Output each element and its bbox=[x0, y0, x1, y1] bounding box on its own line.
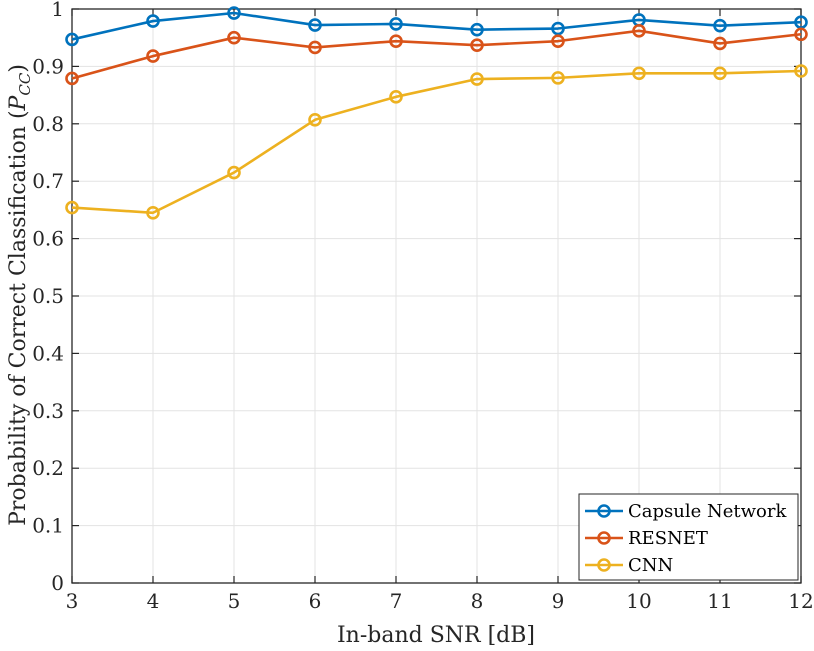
x-tick-label: 9 bbox=[552, 589, 565, 613]
legend-marker bbox=[597, 531, 611, 545]
data-point-cnn bbox=[146, 205, 160, 220]
x-tick-label: 4 bbox=[147, 589, 160, 613]
y-axis-label-var: P bbox=[6, 94, 31, 111]
y-tick-label: 0.7 bbox=[32, 169, 64, 193]
series-cnn bbox=[65, 64, 808, 220]
x-tick-label: 6 bbox=[309, 589, 322, 613]
y-axis-label-close: ) bbox=[6, 64, 31, 73]
x-tick-label: 8 bbox=[471, 589, 484, 613]
data-point-cnn bbox=[227, 165, 241, 180]
data-point-capsule-network bbox=[65, 32, 79, 47]
data-point-cnn bbox=[794, 64, 808, 78]
x-tick-label: 12 bbox=[788, 589, 813, 613]
data-point-resnet bbox=[389, 34, 403, 48]
legend-label: Capsule Network bbox=[628, 501, 787, 522]
data-point-resnet bbox=[227, 30, 241, 45]
data-point-resnet bbox=[551, 34, 565, 48]
series-line-resnet bbox=[71, 29, 802, 80]
y-tick-label: 0.2 bbox=[32, 456, 64, 480]
data-point-capsule-network bbox=[713, 18, 727, 33]
series-group bbox=[65, 6, 808, 220]
data-point-resnet bbox=[632, 24, 646, 38]
x-tick-label: 10 bbox=[626, 589, 651, 613]
y-tick-label: 0.1 bbox=[32, 514, 64, 538]
y-tick-label: 0.4 bbox=[32, 341, 64, 365]
y-tick-label: 0.8 bbox=[32, 112, 64, 136]
y-tick-label: 0.6 bbox=[32, 227, 64, 251]
data-point-resnet bbox=[794, 27, 808, 42]
series-line-cnn bbox=[71, 69, 802, 215]
legend: Capsule Network RESNET CNN bbox=[578, 493, 799, 581]
y-tick-label: 0.9 bbox=[32, 54, 64, 78]
data-point-cnn bbox=[389, 90, 403, 104]
y-tick-label: 0.5 bbox=[32, 284, 64, 308]
x-axis-label: In-band SNR [dB] bbox=[337, 623, 535, 648]
data-point-capsule-network bbox=[308, 18, 322, 32]
data-point-capsule-network bbox=[389, 17, 403, 31]
data-point-resnet bbox=[713, 36, 727, 51]
legend-label: RESNET bbox=[628, 528, 708, 549]
legend-entry: CNN bbox=[585, 555, 673, 576]
data-point-cnn bbox=[470, 72, 484, 86]
data-point-resnet bbox=[146, 49, 160, 63]
data-point-capsule-network bbox=[146, 14, 160, 28]
axis-ticks: 3 4 5 6 7 8 9 10 11 12 0 0.1 0.2 0.3 0.4 0.5 0.6 0.7 0.8 0.… bbox=[32, 0, 814, 613]
legend-marker bbox=[597, 558, 611, 572]
data-point-capsule-network bbox=[227, 6, 241, 20]
legend-label: CNN bbox=[628, 555, 673, 576]
series-resnet bbox=[65, 24, 808, 86]
data-point-cnn bbox=[308, 112, 322, 127]
y-tick-label: 1 bbox=[51, 0, 64, 21]
data-point-resnet bbox=[470, 38, 484, 52]
y-axis-label: Probability of Correct Classification (P… bbox=[6, 64, 34, 526]
data-point-cnn bbox=[551, 71, 565, 85]
legend-marker bbox=[597, 504, 611, 518]
data-point-cnn bbox=[713, 66, 727, 81]
y-tick-label: 0.3 bbox=[32, 399, 64, 423]
data-point-cnn bbox=[65, 200, 79, 215]
y-tick-label: 0 bbox=[51, 571, 64, 595]
x-tick-label: 7 bbox=[390, 589, 403, 613]
x-tick-label: 11 bbox=[707, 589, 732, 613]
data-point-resnet bbox=[308, 40, 322, 55]
legend-entry: Capsule Network bbox=[585, 501, 787, 522]
data-point-capsule-network bbox=[551, 21, 565, 36]
data-point-cnn bbox=[632, 66, 646, 81]
legend-entry: RESNET bbox=[585, 528, 708, 549]
data-point-resnet bbox=[65, 71, 79, 86]
x-tick-label: 3 bbox=[66, 589, 79, 613]
x-tick-label: 5 bbox=[228, 589, 241, 613]
series-line-capsule-network bbox=[71, 11, 802, 41]
data-point-capsule-network bbox=[470, 22, 484, 37]
y-axis-label-main: Probability of Correct Classification ( bbox=[6, 110, 31, 525]
y-axis-label-sub: CC bbox=[16, 72, 34, 95]
